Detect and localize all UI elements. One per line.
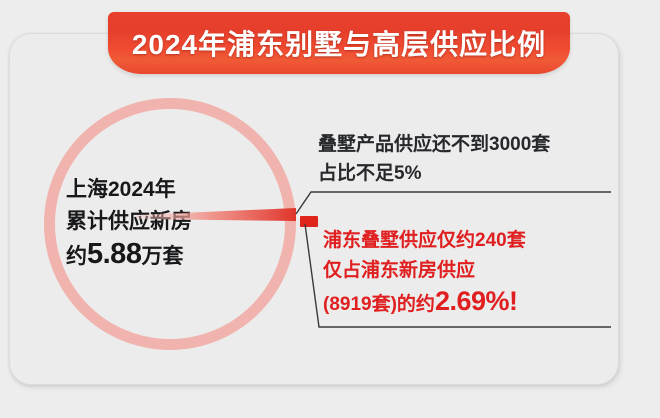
callout-bottom-percentage: 2.69% (434, 286, 510, 316)
donut-center-line-1: 上海2024年 (66, 178, 176, 201)
donut-ring-major-share (44, 98, 296, 350)
callout-top: 叠墅产品供应还不到3000套 占比不足5% (318, 130, 618, 188)
callout-top-line-2: 占比不足5% (318, 163, 422, 184)
donut-center-line-3: 约5.88万套 (66, 238, 296, 273)
donut-value: 5.88 (87, 238, 142, 270)
callout-bottom-line-3: (8919套)的约2.69%! (323, 286, 623, 320)
callout-bottom: 浦东叠墅供应仅约240套 仅占浦东新房供应 (8919套)的约2.69%! (323, 226, 623, 320)
title-ribbon: 2024年浦东别墅与高层供应比例 (108, 12, 570, 74)
ribbon-body (108, 12, 570, 74)
callout-bottom-prefix: (8919套)的约 (323, 294, 435, 315)
donut-value-suffix: 万套 (141, 245, 184, 268)
callout-bottom-exclamation: ! (509, 286, 518, 316)
page-title: 2024年浦东别墅与高层供应比例 (131, 29, 547, 60)
donut-value-prefix: 约 (66, 245, 87, 268)
slice-marker-chip (300, 216, 318, 227)
callout-top-line-1: 叠墅产品供应还不到3000套 (318, 134, 551, 155)
callout-bottom-line-1: 浦东叠墅供应仅约240套 (323, 230, 526, 251)
callout-bottom-line-2: 仅占浦东新房供应 (323, 260, 476, 281)
slice-pointer-wedge (136, 208, 296, 221)
